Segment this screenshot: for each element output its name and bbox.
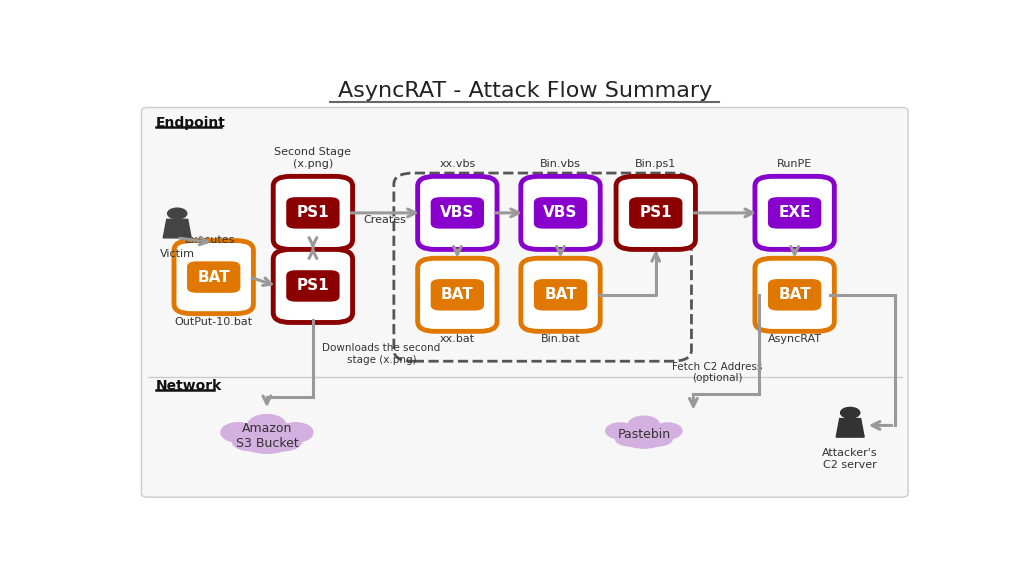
Text: PS1: PS1 xyxy=(297,278,330,293)
FancyBboxPatch shape xyxy=(431,197,484,229)
FancyBboxPatch shape xyxy=(768,279,821,310)
Text: AsyncRAT - Attack Flow Summary: AsyncRAT - Attack Flow Summary xyxy=(338,81,712,101)
Ellipse shape xyxy=(279,423,313,442)
Text: xx.bat: xx.bat xyxy=(439,335,475,344)
FancyBboxPatch shape xyxy=(287,270,340,302)
Text: Bin.ps1: Bin.ps1 xyxy=(635,159,677,169)
Circle shape xyxy=(841,408,860,418)
FancyBboxPatch shape xyxy=(534,279,587,310)
Ellipse shape xyxy=(653,423,682,439)
Text: VBS: VBS xyxy=(544,205,578,220)
Circle shape xyxy=(168,208,186,219)
Ellipse shape xyxy=(264,432,301,451)
FancyBboxPatch shape xyxy=(418,258,497,331)
FancyBboxPatch shape xyxy=(418,177,497,250)
Polygon shape xyxy=(837,419,864,437)
Ellipse shape xyxy=(232,432,269,451)
Text: Attacker's
C2 server: Attacker's C2 server xyxy=(822,448,878,470)
Text: Victim: Victim xyxy=(160,249,195,259)
FancyBboxPatch shape xyxy=(755,177,835,250)
Ellipse shape xyxy=(221,423,255,442)
Ellipse shape xyxy=(615,431,646,446)
Text: xx.vbs: xx.vbs xyxy=(439,159,475,169)
FancyBboxPatch shape xyxy=(768,197,821,229)
Text: BAT: BAT xyxy=(198,270,230,285)
Ellipse shape xyxy=(627,435,660,448)
Ellipse shape xyxy=(628,416,659,434)
Text: Executes: Executes xyxy=(185,235,236,246)
Text: Creates: Creates xyxy=(364,215,407,225)
Text: PS1: PS1 xyxy=(639,205,672,220)
Text: Second Stage
(x.png): Second Stage (x.png) xyxy=(274,147,351,169)
Text: Network: Network xyxy=(156,378,222,393)
Text: BAT: BAT xyxy=(544,288,577,302)
FancyBboxPatch shape xyxy=(273,250,352,323)
Text: Bin.vbs: Bin.vbs xyxy=(540,159,581,169)
Text: Fetch C2 Address
(optional): Fetch C2 Address (optional) xyxy=(672,362,763,384)
FancyBboxPatch shape xyxy=(187,262,241,293)
FancyBboxPatch shape xyxy=(521,177,600,250)
Text: OutPut-10.bat: OutPut-10.bat xyxy=(175,317,253,327)
Text: Bin.bat: Bin.bat xyxy=(541,335,581,344)
Text: Amazon
S3 Bucket: Amazon S3 Bucket xyxy=(236,423,298,450)
FancyBboxPatch shape xyxy=(431,279,484,310)
Ellipse shape xyxy=(246,438,288,453)
FancyBboxPatch shape xyxy=(755,258,835,331)
Text: Downloads the second
stage (x.png): Downloads the second stage (x.png) xyxy=(323,343,440,365)
Polygon shape xyxy=(163,219,191,238)
FancyBboxPatch shape xyxy=(273,177,352,250)
Ellipse shape xyxy=(642,431,673,446)
Text: Pastebin: Pastebin xyxy=(617,428,671,441)
Text: BAT: BAT xyxy=(778,288,811,302)
FancyBboxPatch shape xyxy=(287,197,340,229)
Ellipse shape xyxy=(248,415,286,436)
Text: EXE: EXE xyxy=(778,205,811,220)
Text: BAT: BAT xyxy=(441,288,474,302)
FancyBboxPatch shape xyxy=(616,177,695,250)
Text: VBS: VBS xyxy=(440,205,474,220)
FancyBboxPatch shape xyxy=(141,108,908,497)
FancyBboxPatch shape xyxy=(534,197,587,229)
Text: PS1: PS1 xyxy=(297,205,330,220)
FancyBboxPatch shape xyxy=(174,240,253,313)
FancyBboxPatch shape xyxy=(629,197,682,229)
Ellipse shape xyxy=(606,423,634,439)
FancyBboxPatch shape xyxy=(521,258,600,331)
Text: RunPE: RunPE xyxy=(777,159,812,169)
Text: Endpoint: Endpoint xyxy=(156,116,225,130)
Text: AsyncRAT: AsyncRAT xyxy=(768,335,821,344)
